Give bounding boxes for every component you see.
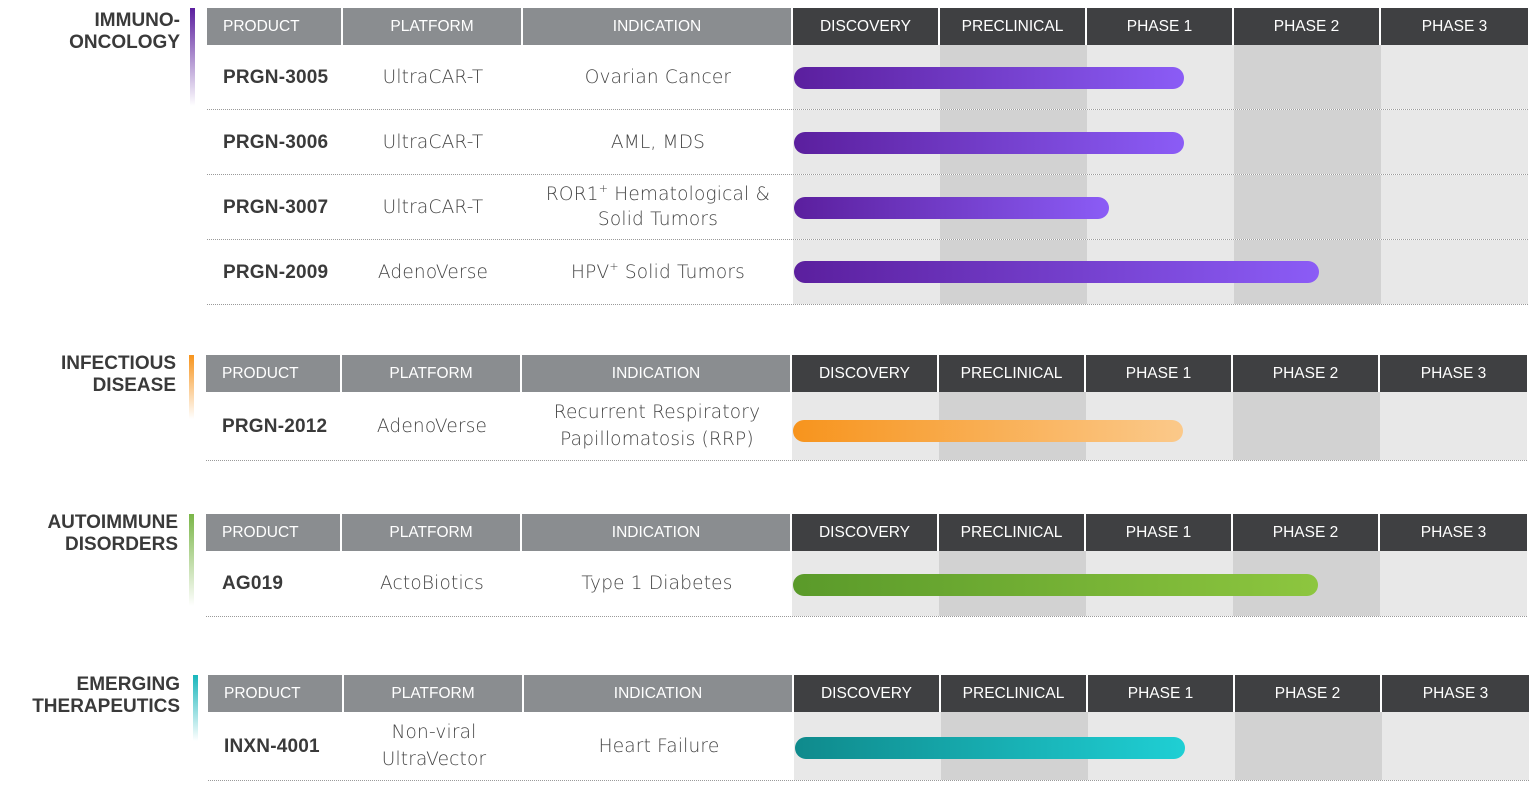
platform-name: Non-viral UltraVector <box>381 722 487 770</box>
table-header: PRODUCT PLATFORM INDICATION DISCOVERY PR… <box>206 514 1527 551</box>
header-discovery: DISCOVERY <box>793 8 940 45</box>
header-indication: INDICATION <box>522 514 792 551</box>
header-platform: PLATFORM <box>344 675 524 712</box>
header-phase-2: PHASE 2 <box>1233 355 1380 392</box>
header-preclinical: PRECLINICAL <box>940 8 1087 45</box>
table-header: PRODUCT PLATFORM INDICATION DISCOVERY PR… <box>207 8 1528 45</box>
indication-text: Recurrent Respiratory Papillomatosis (RR… <box>553 402 761 450</box>
header-phase-1: PHASE 1 <box>1087 8 1234 45</box>
category-accent-bar <box>189 355 194 419</box>
header-preclinical: PRECLINICAL <box>939 514 1086 551</box>
table-row: PRGN-3006 UltraCAR-T AML, MDS <box>207 110 1528 175</box>
platform-name: AdenoVerse <box>377 261 489 283</box>
platform-name: UltraCAR-T <box>382 66 484 88</box>
header-phase-1: PHASE 1 <box>1088 675 1235 712</box>
table-header: PRODUCT PLATFORM INDICATION DISCOVERY PR… <box>206 355 1527 392</box>
header-phase-3: PHASE 3 <box>1380 355 1527 392</box>
indication-text: ROR1+ Hematological & Solid Tumors <box>545 182 771 230</box>
indication-text: Type 1 Diabetes <box>581 573 733 594</box>
table-row: PRGN-2009 AdenoVerse HPV+ Solid Tumors <box>207 240 1528 305</box>
category-accent-bar <box>190 8 195 106</box>
header-phase-1: PHASE 1 <box>1086 514 1233 551</box>
header-platform: PLATFORM <box>343 8 523 45</box>
progress-bar <box>794 197 1109 219</box>
product-name: INXN-4001 <box>224 735 320 757</box>
progress-bar <box>795 737 1185 759</box>
product-name: PRGN-3006 <box>223 131 329 153</box>
header-indication: INDICATION <box>523 8 793 45</box>
section-infectious-disease: INFECTIOUS DISEASE PRODUCT PLATFORM INDI… <box>0 353 1530 463</box>
product-name: PRGN-2012 <box>222 415 328 437</box>
header-preclinical: PRECLINICAL <box>941 675 1088 712</box>
table-row: AG019 ActoBiotics Type 1 Diabetes <box>206 551 1527 617</box>
header-platform: PLATFORM <box>342 355 522 392</box>
category-label: INFECTIOUS DISEASE <box>60 353 176 396</box>
section-emerging-therapeutics: EMERGING THERAPEUTICS PRODUCT PLATFORM I… <box>0 674 1530 785</box>
indication-text: HPV+ Solid Tumors <box>571 259 745 283</box>
header-product: PRODUCT <box>206 355 342 392</box>
header-platform: PLATFORM <box>342 514 522 551</box>
table-row: PRGN-2012 AdenoVerse Recurrent Respirato… <box>206 392 1527 461</box>
category-label: IMMUNO- ONCOLOGY <box>69 10 180 53</box>
header-indication: INDICATION <box>524 675 794 712</box>
header-phase-2: PHASE 2 <box>1233 514 1380 551</box>
product-name: PRGN-2009 <box>223 261 329 283</box>
table-header: PRODUCT PLATFORM INDICATION DISCOVERY PR… <box>208 675 1529 712</box>
header-phase-3: PHASE 3 <box>1380 514 1527 551</box>
section-autoimmune-disorders: AUTOIMMUNE DISORDERS PRODUCT PLATFORM IN… <box>0 512 1530 618</box>
progress-bar <box>794 261 1319 283</box>
header-discovery: DISCOVERY <box>792 355 939 392</box>
header-phase-3: PHASE 3 <box>1381 8 1528 45</box>
header-product: PRODUCT <box>206 514 342 551</box>
progress-bar <box>793 420 1183 442</box>
product-name: PRGN-3007 <box>223 196 329 218</box>
header-product: PRODUCT <box>207 8 343 45</box>
platform-name: ActoBiotics <box>379 573 485 594</box>
header-discovery: DISCOVERY <box>792 514 939 551</box>
header-phase-2: PHASE 2 <box>1234 8 1381 45</box>
category-label: EMERGING THERAPEUTICS <box>32 674 180 717</box>
table-row: INXN-4001 Non-viral UltraVector Heart Fa… <box>208 712 1529 781</box>
platform-name: AdenoVerse <box>376 415 488 437</box>
indication-text: Ovarian Cancer <box>584 66 732 88</box>
table-row: PRGN-3005 UltraCAR-T Ovarian Cancer <box>207 45 1528 110</box>
progress-bar <box>793 574 1318 596</box>
progress-bar <box>794 132 1184 154</box>
indication-text: Heart Failure <box>598 735 720 757</box>
header-phase-2: PHASE 2 <box>1235 675 1382 712</box>
header-discovery: DISCOVERY <box>794 675 941 712</box>
header-product: PRODUCT <box>208 675 344 712</box>
category-accent-bar <box>189 514 194 606</box>
header-phase-1: PHASE 1 <box>1086 355 1233 392</box>
header-phase-3: PHASE 3 <box>1382 675 1529 712</box>
table-row: PRGN-3007 UltraCAR-T ROR1+ Hematological… <box>207 175 1528 240</box>
header-preclinical: PRECLINICAL <box>939 355 1086 392</box>
header-indication: INDICATION <box>522 355 792 392</box>
category-label: AUTOIMMUNE DISORDERS <box>47 512 178 555</box>
platform-name: UltraCAR-T <box>382 196 484 218</box>
platform-name: UltraCAR-T <box>382 131 484 153</box>
category-accent-bar <box>193 675 198 741</box>
progress-bar <box>794 67 1184 89</box>
product-name: AG019 <box>222 573 284 594</box>
section-immuno-oncology: IMMUNO- ONCOLOGY PRODUCT PLATFORM INDICA… <box>0 8 1530 308</box>
indication-text: AML, MDS <box>610 131 706 153</box>
product-name: PRGN-3005 <box>223 66 329 88</box>
